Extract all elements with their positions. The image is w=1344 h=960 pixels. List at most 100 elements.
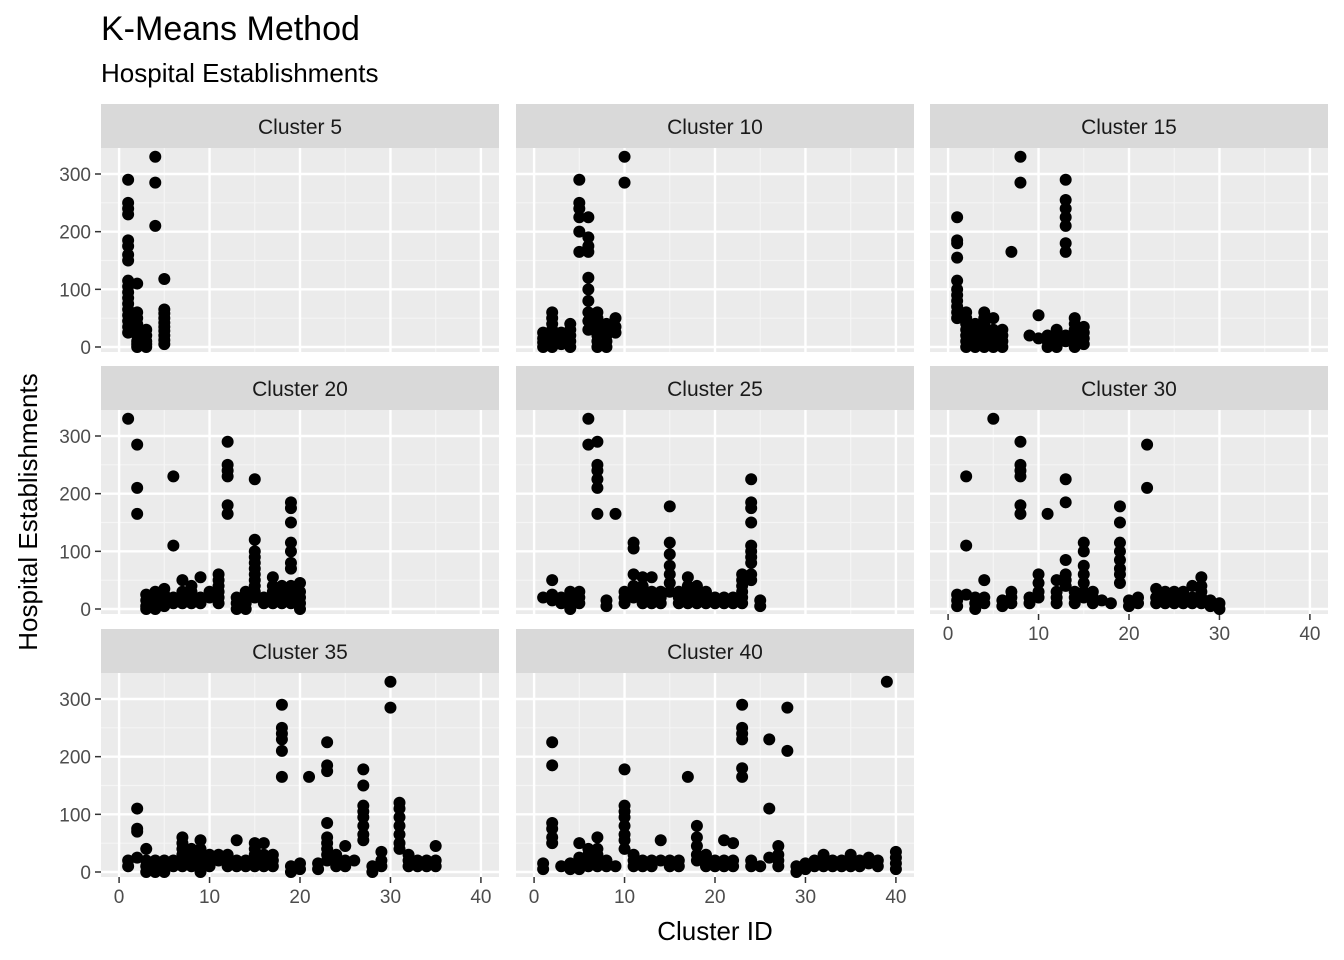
- data-point: [122, 240, 135, 253]
- data-point: [221, 507, 234, 520]
- data-point: [248, 591, 261, 604]
- data-point: [618, 842, 631, 855]
- data-point: [1113, 568, 1126, 581]
- data-point: [591, 481, 604, 494]
- facet-strip-label: Cluster 40: [667, 641, 763, 664]
- data-point: [763, 802, 776, 815]
- data-point: [681, 571, 694, 584]
- data-point: [600, 600, 613, 613]
- data-point: [537, 341, 550, 353]
- data-point: [781, 744, 794, 757]
- data-point: [122, 326, 135, 339]
- data-point: [257, 837, 270, 850]
- data-point: [1177, 597, 1190, 610]
- data-point: [718, 834, 731, 847]
- data-point: [978, 597, 991, 610]
- data-point: [176, 860, 189, 873]
- data-point: [131, 277, 144, 290]
- data-point: [339, 860, 352, 873]
- data-point: [960, 341, 973, 353]
- data-point: [122, 208, 135, 221]
- data-point: [1014, 470, 1027, 483]
- data-point: [275, 597, 288, 610]
- data-point: [348, 854, 361, 867]
- facet-strip: [101, 629, 499, 673]
- facet-panel: Cluster 40 0 10 20 30 40: [516, 629, 914, 908]
- data-point: [140, 603, 153, 615]
- data-point: [681, 597, 694, 610]
- data-point: [1077, 536, 1090, 549]
- x-tick-label: 40: [470, 887, 491, 908]
- data-point: [826, 860, 839, 873]
- data-point: [257, 860, 270, 873]
- data-point: [636, 860, 649, 873]
- x-tick-label: 10: [1028, 624, 1049, 645]
- data-point: [1014, 499, 1027, 512]
- facet-panel: Cluster 25: [516, 366, 914, 615]
- data-point: [167, 470, 180, 483]
- data-point: [645, 860, 658, 873]
- facet-strip-label: Cluster 30: [1081, 378, 1177, 401]
- data-point: [609, 860, 622, 873]
- data-point: [564, 341, 577, 353]
- data-point: [393, 802, 406, 815]
- facet-strip: [516, 104, 914, 148]
- data-point: [1186, 597, 1199, 610]
- data-point: [537, 863, 550, 876]
- y-tick-label: 200: [59, 223, 91, 244]
- data-point: [663, 585, 676, 598]
- data-point: [158, 600, 171, 613]
- data-point: [763, 851, 776, 864]
- data-point: [230, 834, 243, 847]
- data-point: [645, 597, 658, 610]
- data-point: [969, 341, 982, 353]
- data-point: [663, 548, 676, 561]
- data-point: [203, 860, 216, 873]
- facet-strip-label: Cluster 15: [1081, 116, 1177, 139]
- facet-strip-label: Cluster 20: [252, 378, 348, 401]
- data-point: [230, 603, 243, 615]
- data-point: [951, 237, 964, 250]
- data-point: [672, 860, 685, 873]
- data-point: [1195, 571, 1208, 584]
- data-point: [402, 860, 415, 873]
- data-point: [149, 150, 162, 163]
- data-point: [303, 770, 316, 783]
- data-point: [1186, 579, 1199, 592]
- data-point: [582, 438, 595, 451]
- data-point: [951, 251, 964, 264]
- data-point: [1113, 536, 1126, 549]
- data-point: [420, 860, 433, 873]
- data-point: [627, 591, 640, 604]
- data-point: [149, 176, 162, 189]
- data-point: [131, 438, 144, 451]
- data-point: [654, 854, 667, 867]
- data-point: [718, 860, 731, 873]
- data-point: [221, 499, 234, 512]
- data-point: [239, 860, 252, 873]
- data-point: [393, 811, 406, 824]
- data-point: [727, 597, 740, 610]
- data-point: [690, 819, 703, 832]
- data-point: [663, 559, 676, 572]
- data-point: [167, 539, 180, 552]
- data-point: [582, 323, 595, 336]
- data-point: [393, 819, 406, 832]
- data-point: [1059, 219, 1072, 232]
- data-point: [1032, 568, 1045, 581]
- data-point: [555, 338, 568, 351]
- data-point: [131, 802, 144, 815]
- data-point: [294, 603, 306, 615]
- data-point: [1141, 438, 1154, 451]
- data-point: [284, 536, 297, 549]
- data-point: [140, 341, 153, 353]
- data-point: [663, 568, 676, 581]
- data-point: [618, 150, 631, 163]
- y-tick-label: 300: [59, 690, 91, 711]
- data-point: [275, 698, 288, 711]
- data-point: [736, 733, 749, 746]
- data-point: [969, 603, 982, 615]
- data-point: [1041, 507, 1054, 520]
- facet-strip-label: Cluster 25: [667, 378, 763, 401]
